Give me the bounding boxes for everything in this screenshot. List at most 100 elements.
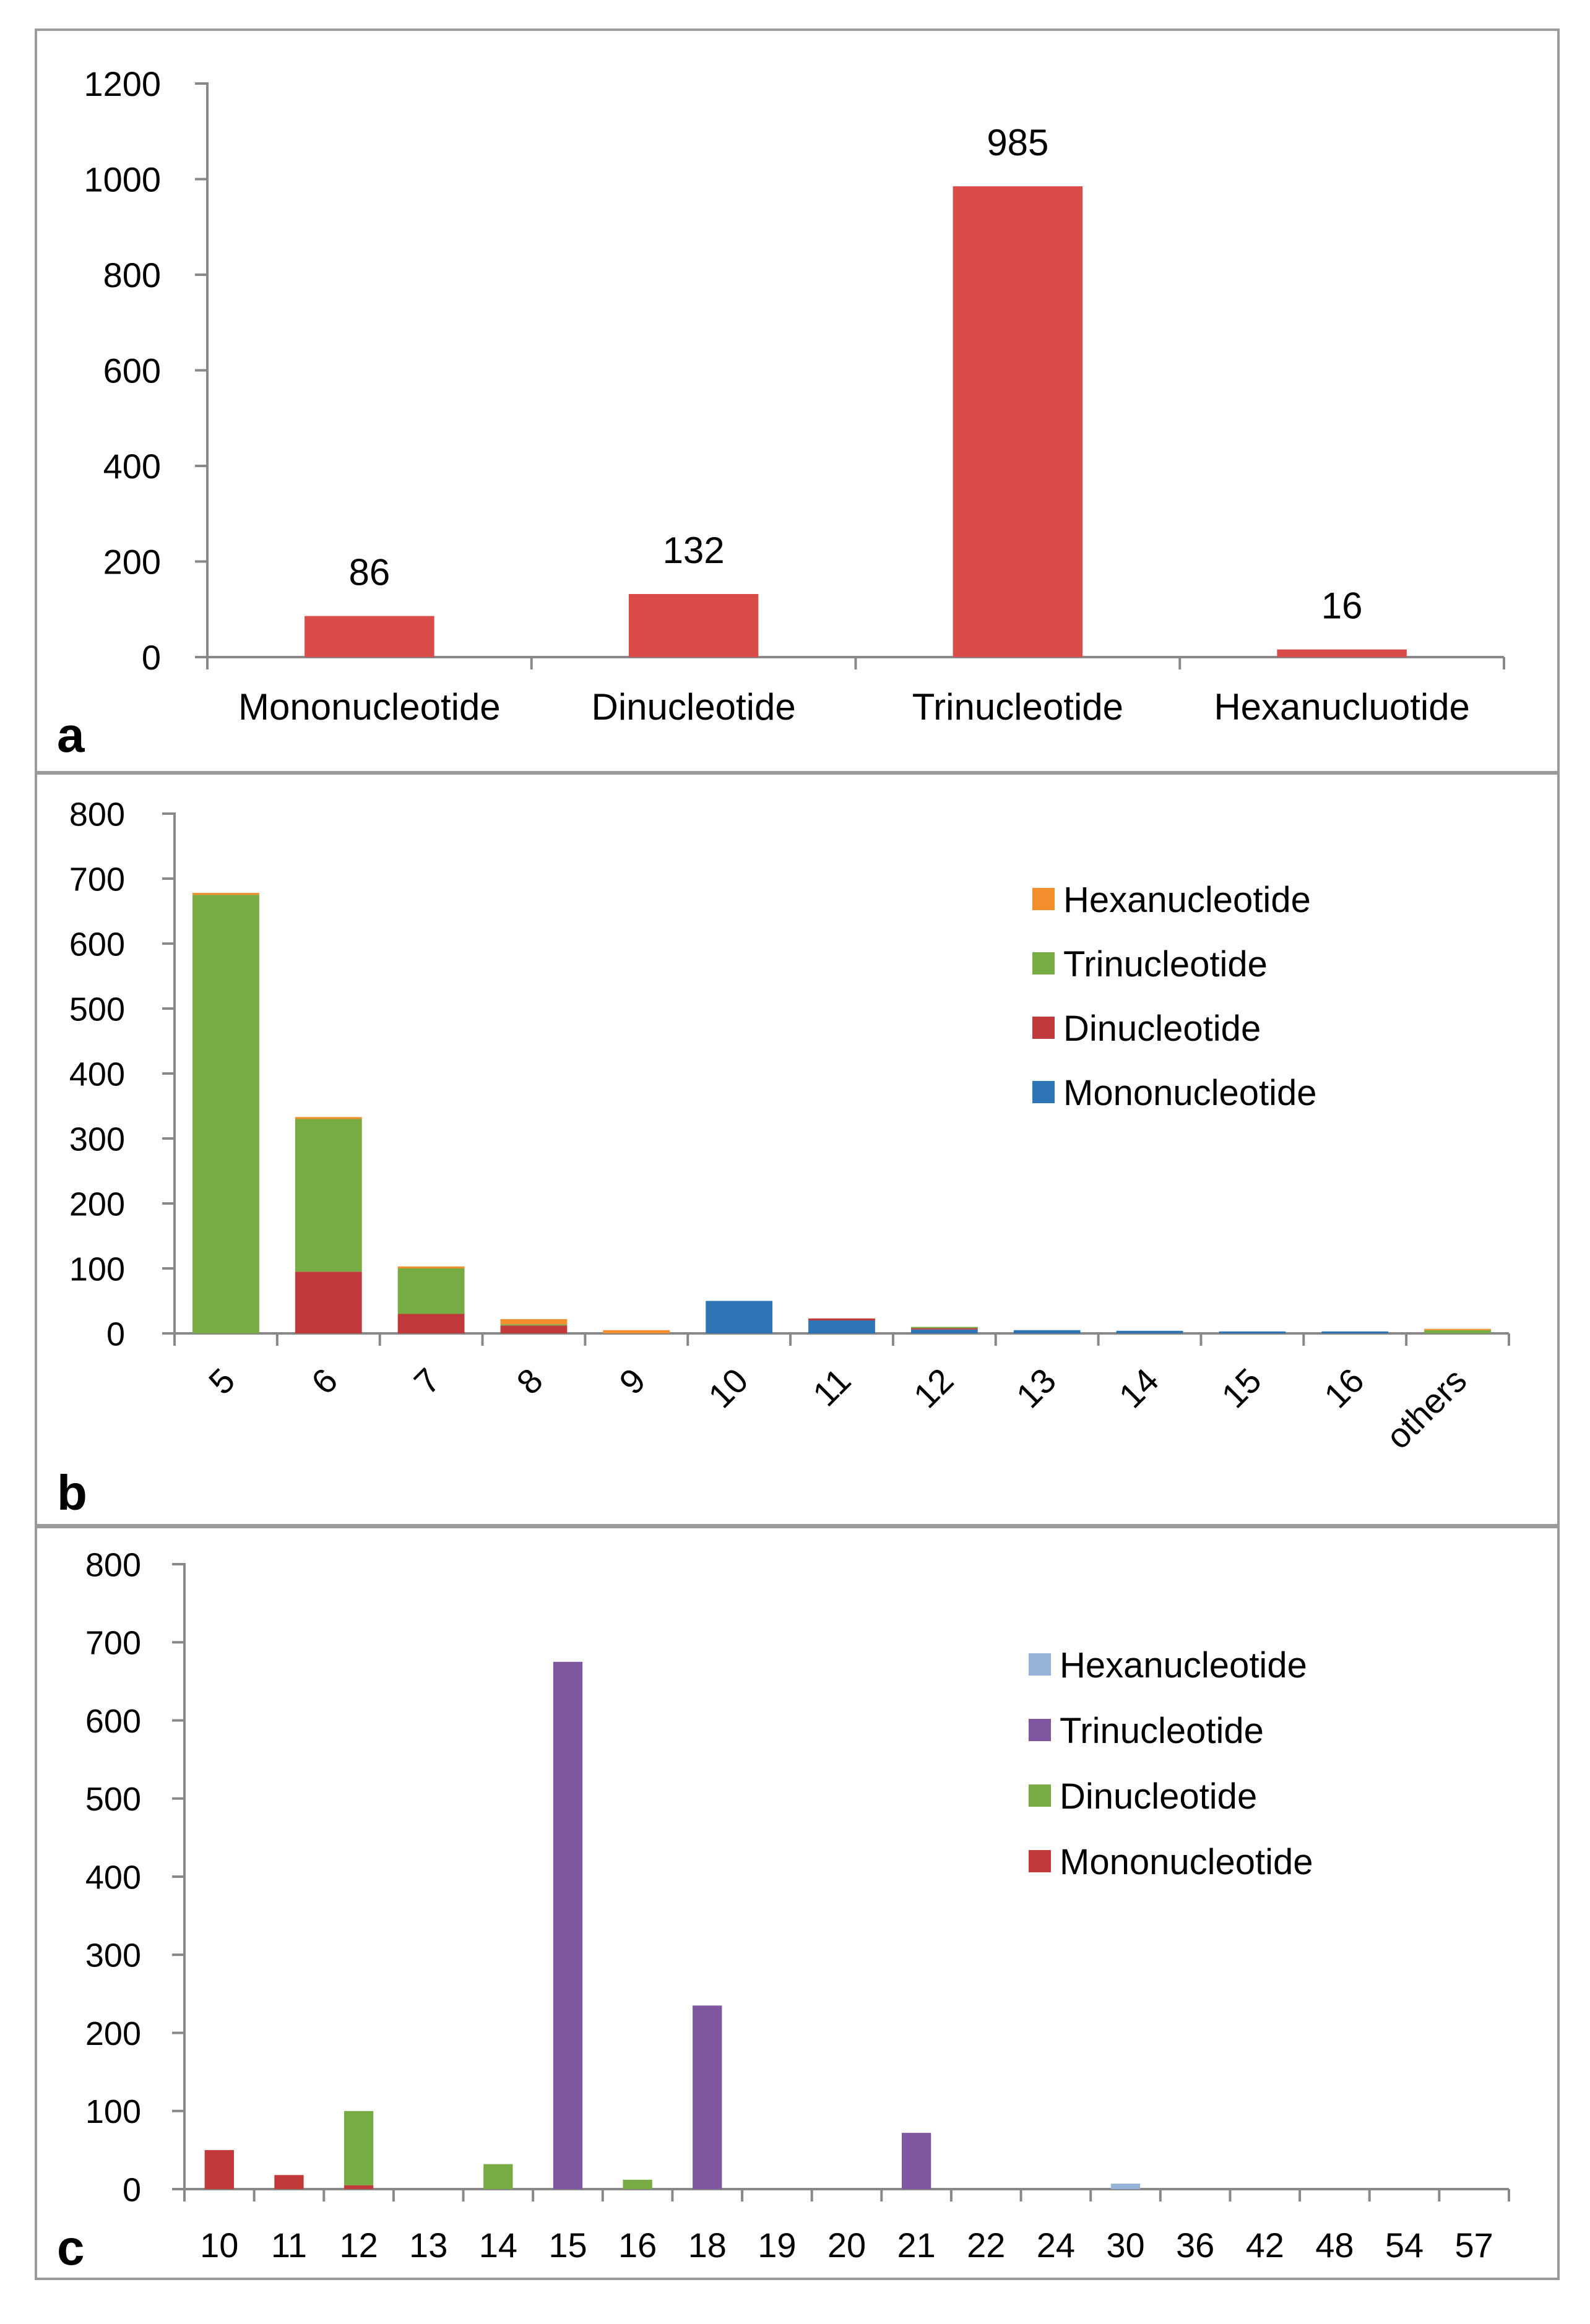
x-tick-label: 14	[1111, 1361, 1166, 1416]
y-tick-label: 0	[106, 1315, 125, 1353]
bar-segment-dinucleotide-11	[808, 1318, 875, 1320]
x-tick-label: 16	[1316, 1361, 1372, 1416]
y-tick-label: 1200	[84, 64, 161, 103]
x-tick-label: 8	[509, 1361, 550, 1402]
x-tick-label: 13	[1009, 1361, 1064, 1416]
x-tick-label: 14	[479, 2226, 517, 2265]
x-tick-label: 16	[618, 2226, 657, 2265]
bar-segment-hexanucleotide-5	[192, 893, 259, 895]
x-tick-label: 15	[1214, 1361, 1269, 1416]
data-label: 86	[349, 552, 391, 593]
x-tick-label: Dinucleotide	[592, 686, 796, 728]
bar-segment-dinucleotide-8	[500, 1325, 568, 1333]
legend-label: Trinucleotide	[1060, 1711, 1264, 1751]
x-tick-label: 21	[897, 2226, 935, 2265]
y-tick-label: 700	[69, 861, 125, 898]
y-tick-label: 0	[142, 638, 161, 677]
y-tick-label: 800	[103, 256, 161, 295]
bar-trinucleotide	[953, 186, 1083, 657]
bar-segment-mononucleotide-12	[910, 1329, 978, 1333]
bar-segment-trinucleotide-15	[553, 1661, 583, 2189]
y-tick-label: 100	[85, 2093, 141, 2130]
y-tick-label: 400	[85, 1859, 141, 1896]
x-tick-label: 18	[688, 2226, 727, 2265]
y-tick-label: 700	[85, 1625, 141, 1662]
x-tick-label: 5	[201, 1361, 243, 1402]
panel-label: a	[57, 707, 85, 762]
x-tick-label: 36	[1176, 2226, 1214, 2265]
panel-frame	[35, 1526, 1560, 2280]
y-tick-label: 500	[69, 991, 125, 1028]
bar-segment-mononucleotide-13	[1013, 1330, 1081, 1333]
bar-segment-trinucleotide-18	[693, 2005, 722, 2189]
data-label: 985	[987, 122, 1048, 163]
bar-segment-trinucleotide-12	[910, 1327, 978, 1328]
y-tick-label: 200	[85, 2015, 141, 2052]
legend-label: Dinucleotide	[1063, 1009, 1261, 1049]
x-tick-label: Mononucleotide	[238, 686, 501, 728]
y-tick-label: 1000	[84, 160, 161, 199]
bar-segment-mononucleotide-11	[274, 2175, 304, 2189]
y-tick-label: 800	[69, 796, 125, 833]
bar-segment-dinucleotide-6	[295, 1272, 362, 1333]
legend-swatch-mononucleotide	[1029, 1850, 1051, 1872]
x-tick-label: 57	[1455, 2226, 1493, 2265]
x-tick-label: 20	[827, 2226, 866, 2265]
bar-segment-mononucleotide-10	[204, 2150, 234, 2189]
chart-panel-c: 0 100 200 300 400 500 600 700 800 10 11 12 13 14 15 16 1…	[35, 1526, 1560, 2280]
bar-segment-hexanucleotide-others	[1424, 1328, 1491, 1330]
y-tick-label: 800	[85, 1546, 141, 1583]
legend-label: Mononucleotide	[1063, 1073, 1317, 1113]
chart-panel-b: 0 100 200 300 400 500 600 700 800 5 6 7 8 9 10 11 12 13 14…	[35, 772, 1560, 1526]
bar-segment-hexanucleotide-8	[500, 1319, 568, 1325]
x-tick-label: 11	[805, 1361, 858, 1414]
x-tick-label: 6	[304, 1361, 345, 1402]
x-tick-label: 12	[339, 2226, 378, 2265]
legend-label: Mononucleotide	[1060, 1842, 1313, 1882]
bar-segment-trinucleotide-6	[295, 1119, 362, 1272]
panel-frame	[35, 772, 1560, 1526]
y-tick-label: 400	[69, 1056, 125, 1093]
bar-mononucleotide	[305, 616, 434, 657]
legend-label: Hexanucleotide	[1063, 880, 1311, 920]
panel-frame	[35, 28, 1560, 773]
x-tick-label: 11	[271, 2226, 307, 2265]
legend-swatch-dinucleotide	[1029, 1784, 1051, 1807]
legend: Hexanucleotide Trinucleotide Dinucleotide M…	[1032, 880, 1317, 1113]
x-tick-label: others	[1378, 1361, 1474, 1457]
bar-segment-trinucleotide-8	[500, 1324, 568, 1326]
x-tick-label: 10	[200, 2226, 238, 2265]
bar-segment-trinucleotide-others	[1424, 1330, 1491, 1333]
x-tick-label: 48	[1315, 2226, 1354, 2265]
bar-segment-hexanucleotide-6	[295, 1117, 362, 1119]
bar-segment-dinucleotide-12	[343, 2111, 374, 2185]
legend-label: Hexanucleotide	[1060, 1645, 1307, 1685]
legend: Hexanucleotide Trinucleotide Dinucleotide M…	[1029, 1645, 1313, 1882]
x-tick-label: 12	[906, 1361, 961, 1416]
x-tick-label: Hexanucluotide	[1214, 686, 1470, 728]
x-tick-label: 54	[1385, 2226, 1424, 2265]
x-tick-label: Trinucleotide	[912, 686, 1123, 728]
legend-label: Trinucleotide	[1063, 944, 1268, 984]
x-tick-label: 42	[1246, 2226, 1284, 2265]
x-tick-label: 30	[1106, 2226, 1144, 2265]
y-tick-label: 200	[69, 1186, 125, 1223]
y-tick-label: 600	[103, 351, 161, 390]
bar-segment-mononucleotide-16	[1321, 1331, 1389, 1333]
bar-segment-hexanucleotide-30	[1110, 2184, 1141, 2189]
y-tick-label: 600	[69, 926, 125, 963]
x-tick-label: 24	[1037, 2226, 1075, 2265]
bar-segment-hexanucleotide-9	[603, 1330, 670, 1333]
panel-label: b	[57, 1465, 87, 1520]
bar-segment-mononucleotide-14	[1116, 1330, 1183, 1333]
bar-segment-mononucleotide-12	[343, 2185, 374, 2189]
y-tick-label: 300	[69, 1121, 125, 1158]
x-tick-label: 13	[409, 2226, 447, 2265]
legend-swatch-trinucleotide	[1032, 952, 1055, 975]
y-tick-label: 100	[69, 1250, 125, 1288]
bar-segment-trinucleotide-21	[901, 2133, 931, 2189]
y-tick-label: 600	[85, 1703, 141, 1740]
legend-swatch-trinucleotide	[1029, 1719, 1051, 1741]
